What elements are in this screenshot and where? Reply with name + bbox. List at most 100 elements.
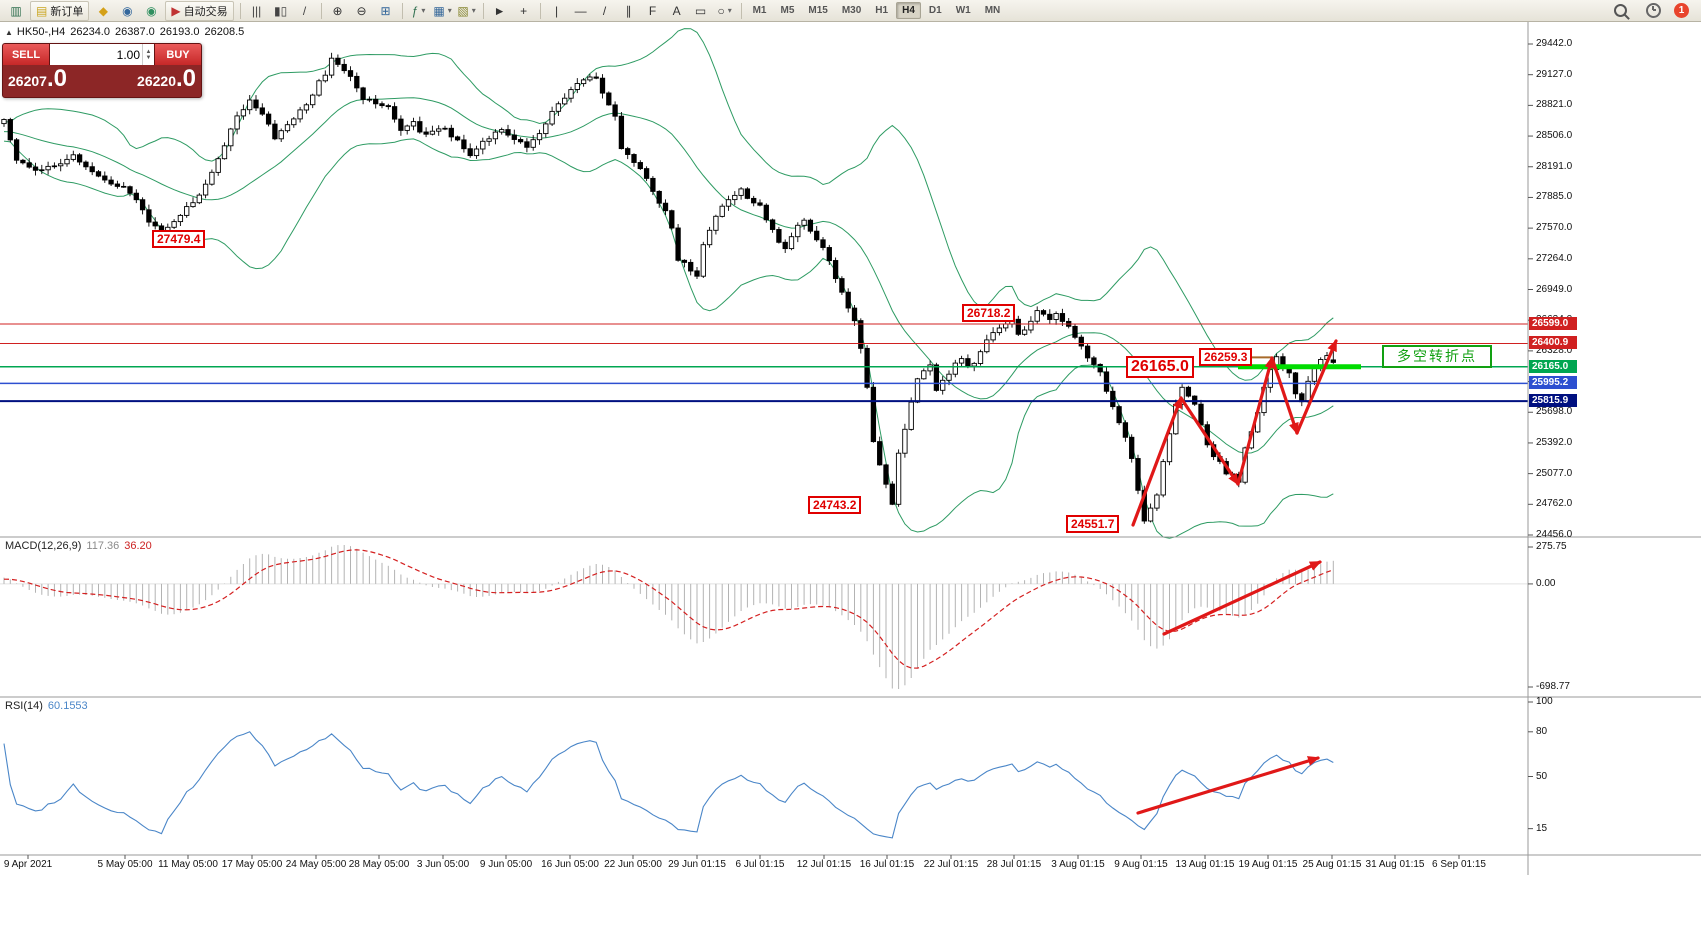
zoom-out-icon: ⊖	[356, 3, 367, 18]
price-annotation-label[interactable]: 26259.3	[1199, 348, 1253, 366]
ohlc-low: 26193.0	[159, 26, 200, 38]
price-scale-tag: 25815.9	[1529, 394, 1577, 408]
time-axis-label: 17 May 05:00	[221, 859, 283, 870]
equidistant-channel-icon: ∥	[625, 3, 632, 18]
new-order-label: 新订单	[50, 5, 84, 18]
time-axis-label: 22 Jun 05:00	[604, 859, 662, 870]
chart-symbol-period: HK50-,H4	[16, 26, 66, 38]
spinner-down-icon[interactable]: ▼	[145, 54, 152, 61]
toolbar-new-chart-button[interactable]: ▥	[4, 2, 28, 20]
buy-button[interactable]: BUY	[155, 44, 201, 65]
ohlc-close: 26208.5	[204, 26, 245, 38]
clock-button[interactable]	[1641, 2, 1665, 20]
crosshair-icon: +	[520, 3, 528, 18]
bar-chart-mode-icon: |||	[251, 3, 262, 18]
price-annotation-label[interactable]: 24551.7	[1066, 515, 1120, 533]
sell-button[interactable]: SELL	[3, 44, 49, 65]
toolbar-fibonacci-button[interactable]: F	[641, 2, 665, 20]
toolbar-bar-chart-mode-button[interactable]: |||	[245, 2, 269, 20]
autotrading-icon: ▶	[171, 3, 181, 18]
ohlc-open: 26234.0	[70, 26, 110, 38]
toolbar-profiles-button[interactable]: ◆	[91, 2, 115, 20]
toolbar-trendline-button[interactable]: /	[593, 2, 617, 20]
timeframe-m15-button[interactable]: M15	[808, 5, 828, 16]
toolbar-zoom-in-button[interactable]: ⊕	[326, 2, 350, 20]
text-icon: A	[672, 3, 681, 18]
toolbar-signals-button[interactable]: ◉	[139, 2, 163, 20]
toolbar-shapes-button[interactable]: ○ ▾	[713, 2, 737, 20]
timeframe-m1-button[interactable]: M1	[752, 5, 767, 16]
macd-histogram	[3, 545, 1334, 689]
toolbar-new-order-button[interactable]: ▤ 新订单	[30, 0, 90, 21]
time-axis-label: 5 May 05:00	[97, 859, 153, 870]
time-scale[interactable]: 9 Apr 2021 5 May 05:00 11 May 05:00 17 May …	[0, 857, 1528, 874]
toolbar-indicators-list-button[interactable]: ƒ ▾	[407, 2, 431, 20]
toolbar-separator	[740, 2, 742, 19]
scale-tick-label: 28821.0	[1536, 99, 1573, 111]
toolbar-periods-button[interactable]: ▦ ▾	[431, 2, 455, 20]
toolbar-market-watch-button[interactable]: ◉	[115, 2, 139, 20]
spinner-up-icon[interactable]: ▲	[145, 48, 152, 55]
price-annotation-label[interactable]: 26165.0	[1126, 356, 1194, 378]
toolbar-candlestick-mode-button[interactable]: ▮▯	[269, 2, 293, 20]
toolbar-line-chart-mode-button[interactable]: /	[293, 2, 317, 20]
scale-tick-label: 27570.0	[1536, 222, 1573, 234]
time-axis-label: 12 Jul 01:15	[796, 859, 852, 870]
scale-tick-label: 25392.0	[1536, 436, 1573, 448]
toolbar-zoom-out-button[interactable]: ⊖	[350, 2, 374, 20]
search-symbol-button[interactable]	[1608, 2, 1632, 20]
price-scale-tag: 26599.0	[1529, 316, 1577, 330]
time-axis-label: 11 May 05:00	[158, 859, 218, 870]
buy-price: 26220.0	[137, 65, 196, 92]
price-scale[interactable]: 29442.0 29127.0 28821.0 28506.0 28191.0 27885…	[1528, 22, 1701, 944]
toolbar-text-label-button[interactable]: ▭	[689, 2, 713, 20]
toolbar-equidistant-channel-button[interactable]: ∥	[617, 2, 641, 20]
scale-tick-label: -698.77	[1536, 681, 1570, 692]
price-annotation-label[interactable]: 26718.2	[962, 304, 1016, 322]
toolbar-templates-button[interactable]: ▧ ▾	[455, 2, 479, 20]
toolbar-tile-windows-button[interactable]: ⊞	[374, 2, 398, 20]
chart-ohlc-header: ▲ HK50-,H4 26234.0 26387.0 26193.0 26208.5	[5, 26, 249, 38]
scale-tick-label: 50	[1536, 770, 1548, 782]
timeframe-h4-button[interactable]: H4	[896, 2, 921, 19]
templates-dropdown-icon: ▾	[471, 6, 476, 15]
tile-windows-icon: ⊞	[380, 3, 391, 18]
volume-input[interactable]	[50, 47, 142, 62]
profiles-icon: ◆	[98, 3, 108, 18]
timeframe-mn-button[interactable]: MN	[984, 5, 1001, 16]
scale-tick-label: 26949.0	[1536, 283, 1573, 295]
timeframe-d1-button[interactable]: D1	[928, 5, 942, 16]
timeframe-w1-button[interactable]: W1	[955, 5, 971, 16]
search-icon	[1613, 4, 1627, 17]
toolbar-separator	[401, 2, 403, 19]
timeframe-m30-button[interactable]: M30	[841, 5, 862, 16]
text-label-icon: ▭	[694, 3, 707, 18]
time-axis-label: 19 Aug 01:15	[1238, 859, 1298, 870]
toolbar-crosshair-button[interactable]: +	[512, 2, 536, 20]
scale-tick-label: 27264.0	[1536, 252, 1573, 264]
price-annotation-label[interactable]: 24743.2	[808, 496, 862, 514]
toolbar-text-button[interactable]: A	[665, 2, 689, 20]
time-axis-label: 9 Aug 01:15	[1114, 859, 1168, 870]
vertical-line-icon: |	[555, 3, 559, 18]
timeframe-m5-button[interactable]: M5	[780, 5, 795, 16]
price-annotation-label[interactable]: 27479.4	[152, 230, 206, 248]
timeframe-h1-button[interactable]: H1	[875, 5, 889, 16]
scale-tick-label: 15	[1536, 822, 1548, 834]
toolbar-cursor-button[interactable]: ►	[488, 2, 512, 20]
toolbar-vertical-line-button[interactable]: |	[545, 2, 569, 20]
note-box-annotation[interactable]: 多空转折点	[1382, 345, 1492, 368]
notifications-badge[interactable]: 1	[1674, 3, 1689, 18]
trend-arrows[interactable]	[1131, 339, 1338, 815]
chart-collapse-icon[interactable]: ▲	[5, 28, 13, 37]
time-axis-label: 3 Jun 05:00	[416, 859, 470, 870]
time-axis-label: 6 Jul 01:15	[735, 859, 785, 870]
toolbar-separator	[539, 2, 541, 19]
one-click-trading-panel: SELL ▲ ▼ BUY 26207.0 26220.0	[2, 43, 202, 98]
toolbar-horizontal-line-button[interactable]: —	[569, 2, 593, 20]
volume-spinner[interactable]: ▲ ▼	[142, 44, 154, 65]
toolbar-autotrading-button[interactable]: ▶ 自动交易	[165, 0, 234, 21]
